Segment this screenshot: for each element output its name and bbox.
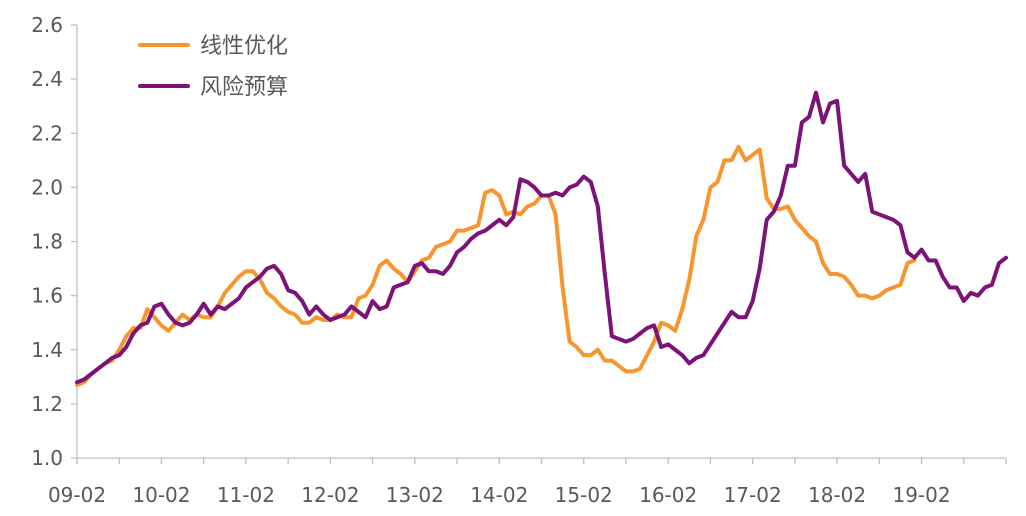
x-tick-label: 13-02	[386, 483, 444, 507]
x-tick-label: 11-02	[217, 483, 275, 507]
y-tick-label: 2.6	[31, 13, 63, 37]
x-tick-label: 10-02	[132, 483, 190, 507]
y-tick-label: 1.6	[31, 284, 63, 308]
x-axis: 09-02 10-02 11-02 12-02 13-02 14-02 15-02 16-02…	[48, 457, 1007, 507]
x-tick-label: 15-02	[555, 483, 613, 507]
series-layer	[75, 90, 1008, 387]
x-tick-label: 16-02	[639, 483, 697, 507]
y-tick-label: 1.8	[31, 230, 63, 254]
y-tick-label: 1.4	[31, 338, 63, 362]
legend-label-2: 风险预算	[200, 75, 288, 100]
series-line-1	[75, 144, 917, 387]
x-tick-label: 17-02	[724, 483, 782, 507]
y-axis: 1.0 1.2 1.4 1.6 1.8 2.0 2.2 2.4 2.6	[31, 13, 78, 470]
legend-label-1: 线性优化	[200, 34, 288, 59]
x-tick-label: 19-02	[892, 483, 950, 507]
x-tick-label: 12-02	[301, 483, 359, 507]
y-tick-label: 2.0	[31, 175, 63, 199]
series-line-2	[75, 90, 1008, 385]
x-tick-label: 14-02	[470, 483, 528, 507]
y-tick-label: 1.2	[31, 392, 63, 416]
y-tick-label: 1.0	[31, 446, 63, 470]
x-tick-label: 18-02	[808, 483, 866, 507]
y-tick-label: 2.2	[31, 121, 63, 145]
y-tick-label: 2.4	[31, 67, 63, 91]
x-tick-label: 09-02	[48, 483, 106, 507]
